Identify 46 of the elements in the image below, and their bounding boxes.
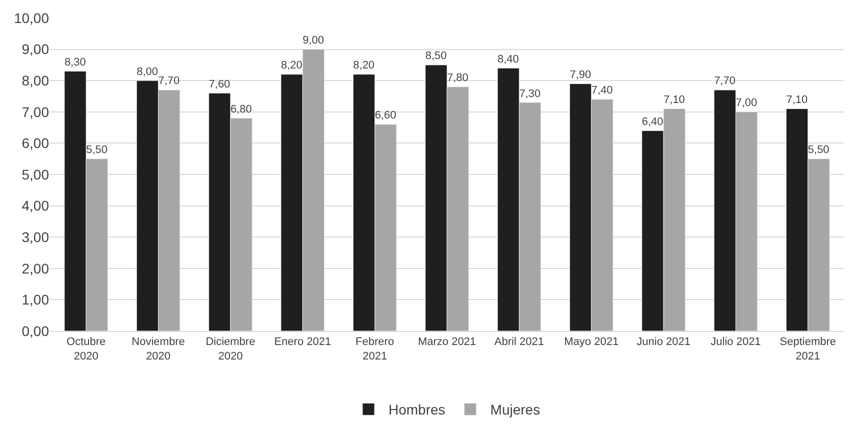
data-label: 7,10: [664, 94, 685, 106]
y-tick-label: 4,00: [22, 198, 50, 214]
x-tick-label: Enero 2021: [274, 336, 332, 348]
x-tick-label: Julio 2021: [710, 336, 761, 348]
y-tick-label: 5,00: [22, 166, 50, 182]
y-tick-label: 1,00: [22, 292, 50, 308]
legend-label: Mujeres: [490, 402, 540, 418]
y-tick-label: 10,00: [14, 10, 50, 26]
y-tick-label: 3,00: [22, 229, 50, 245]
data-label: 8,00: [136, 66, 158, 78]
y-tick-label: 0,00: [22, 322, 50, 339]
x-tick-label: Marzo 2021: [418, 336, 476, 348]
legend-label: Hombres: [388, 402, 446, 418]
data-label: 7,30: [519, 88, 541, 100]
x-tick-label: Diciembre 2020: [206, 336, 256, 362]
data-label: 7,00: [736, 97, 758, 110]
data-label: 8,20: [353, 60, 375, 72]
y-tick-label: 2,00: [22, 260, 50, 276]
x-tick-label: Octubre 2020: [66, 336, 106, 362]
data-label: 7,70: [158, 75, 180, 88]
data-label: 7,70: [714, 75, 736, 88]
data-label: 8,20: [280, 60, 302, 72]
y-tick-label: 7,00: [22, 104, 50, 120]
data-label: 7,80: [447, 72, 468, 84]
data-label: 7,40: [591, 84, 613, 97]
data-label: 5,50: [86, 144, 108, 156]
x-tick-label: Noviembre 2020: [132, 336, 185, 362]
y-tick-label: 8,00: [22, 72, 50, 88]
data-label: 6,60: [374, 110, 396, 122]
data-label: 8,50: [425, 50, 447, 62]
x-tick-label: Febrero 2021: [356, 336, 394, 362]
y-tick-label: 9,00: [22, 41, 50, 58]
data-label: 6,80: [230, 103, 252, 116]
data-label: 7,90: [570, 68, 592, 81]
data-label: 8,40: [498, 53, 519, 66]
x-tick-label: Septiembre 2021: [780, 336, 836, 362]
data-label: 9,00: [302, 34, 324, 47]
x-tick-label: Mayo 2021: [564, 336, 619, 348]
data-label: 7,60: [208, 78, 230, 90]
data-label: 5,50: [808, 144, 830, 156]
data-label: 6,40: [642, 116, 664, 128]
y-tick-label: 6,00: [22, 135, 50, 152]
x-tick-label: Abril 2021: [494, 336, 544, 348]
data-label: 8,30: [64, 56, 86, 68]
data-label: 7,10: [786, 94, 808, 106]
x-tick-label: Junio 2021: [636, 336, 690, 348]
